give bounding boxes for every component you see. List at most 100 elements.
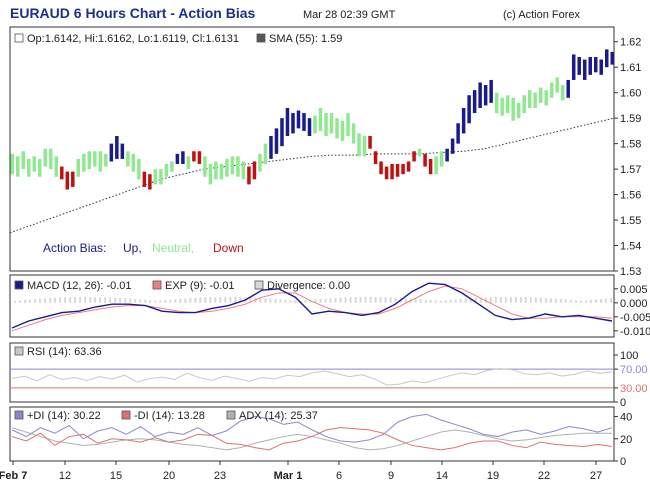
divergence-bar <box>594 299 597 303</box>
x-tick-label: 20 <box>163 470 175 482</box>
price-bar <box>472 90 477 114</box>
price-bar <box>483 85 488 106</box>
divergence-bar <box>469 298 472 303</box>
divergence-bar <box>219 296 222 303</box>
divergence-bar <box>610 298 612 303</box>
divergence-bar <box>484 297 487 303</box>
price-bar <box>368 135 372 149</box>
divergence-bar <box>334 297 337 303</box>
divergence-bar <box>64 297 67 303</box>
divergence-legend-swatch <box>254 280 264 290</box>
rsi-ytick-label: 30.00 <box>620 383 648 395</box>
rsi-ytick-label: 70.00 <box>620 364 648 376</box>
price-bar <box>423 153 427 167</box>
divergence-bar <box>509 296 512 303</box>
divergence-bar <box>194 297 197 303</box>
dmi-ytick-label: 0 <box>620 456 626 468</box>
price-bar <box>549 82 554 98</box>
divergence-bar <box>529 297 532 303</box>
divergence-bar <box>14 300 16 303</box>
price-bar <box>280 118 284 147</box>
divergence-bar <box>354 296 357 303</box>
divergence-bar <box>229 296 232 303</box>
price-bar <box>307 118 312 136</box>
divergence-bar <box>204 297 207 303</box>
price-bar <box>71 171 75 187</box>
divergence-bar <box>169 299 172 303</box>
divergence-bar <box>74 296 77 303</box>
price-bar <box>252 161 257 180</box>
adx-legend-swatch <box>226 410 236 420</box>
price-bar <box>357 133 361 157</box>
divergence-bar <box>224 296 227 303</box>
divergence-bar <box>154 300 157 303</box>
macd-ytick-label: -0.005 <box>620 312 650 324</box>
ohlc-legend: Op:1.6142, Hi:1.6162, Lo:1.6119, Cl:1.61… <box>27 33 239 45</box>
price-bar <box>197 151 202 165</box>
divergence-bar <box>309 299 312 303</box>
price-bar <box>263 143 268 165</box>
price-bar <box>434 156 438 175</box>
price-bar <box>241 161 246 180</box>
price-bar <box>313 115 317 134</box>
price-bar <box>384 166 389 180</box>
divergence-bar <box>464 298 467 303</box>
divergence-bar <box>424 299 427 303</box>
divergence-bar <box>199 297 202 303</box>
price-bar <box>38 158 42 177</box>
price-ytick-label: 1.61 <box>620 62 641 74</box>
x-tick-label: 12 <box>59 470 71 482</box>
divergence-bar <box>124 298 127 303</box>
divergence-bar <box>129 298 132 303</box>
divergence-bar <box>579 300 582 303</box>
x-tick-label: 22 <box>538 470 550 482</box>
divergence-bar <box>274 298 277 303</box>
macd-ytick-label: 0.000 <box>620 298 648 310</box>
dmi-ytick-label: 40 <box>620 412 632 424</box>
divergence-bar <box>324 298 327 303</box>
price-ytick-label: 1.57 <box>620 164 641 176</box>
divergence-bar <box>24 299 27 303</box>
timestamp: Mar 28 02:39 GMT <box>303 9 396 21</box>
divergence-bar <box>19 300 22 303</box>
price-bar <box>98 151 103 172</box>
price-ytick-label: 1.60 <box>620 88 641 100</box>
price-bar <box>10 153 14 175</box>
adx-legend: ADX (14): 25.37 <box>239 410 318 422</box>
price-bar <box>32 156 37 172</box>
minus-di-line <box>11 427 613 451</box>
price-bar <box>43 148 48 167</box>
price-bar <box>489 79 493 103</box>
price-bar <box>181 151 185 165</box>
price-bar <box>318 107 323 131</box>
price-bar <box>428 158 433 175</box>
divergence-bar <box>479 297 482 303</box>
divergence-bar <box>174 299 177 303</box>
bias-up: Up, <box>123 241 142 255</box>
divergence-bar <box>549 298 552 303</box>
macd-ytick-label: 0.005 <box>620 284 648 296</box>
divergence-bar <box>314 299 317 303</box>
price-bar <box>137 158 141 180</box>
price-bar <box>148 174 152 190</box>
divergence-bar <box>499 296 502 303</box>
price-bar <box>450 138 455 154</box>
sma-line <box>9 117 615 234</box>
price-bar <box>395 164 400 177</box>
price-bar <box>269 135 273 159</box>
sma-legend: SMA (55): 1.59 <box>269 33 342 45</box>
price-bar <box>593 57 598 73</box>
price-bar <box>516 102 521 119</box>
price-bar <box>329 113 334 134</box>
divergence-bar <box>359 296 362 303</box>
price-bar <box>60 166 64 180</box>
price-bar <box>192 151 196 162</box>
divergence-bar <box>294 300 297 303</box>
divergence-bar <box>429 299 432 303</box>
divergence-bar <box>554 298 557 303</box>
price-bar <box>417 148 422 157</box>
price-bar <box>439 151 444 167</box>
price-bar <box>126 151 130 167</box>
divergence-bar <box>414 298 417 303</box>
